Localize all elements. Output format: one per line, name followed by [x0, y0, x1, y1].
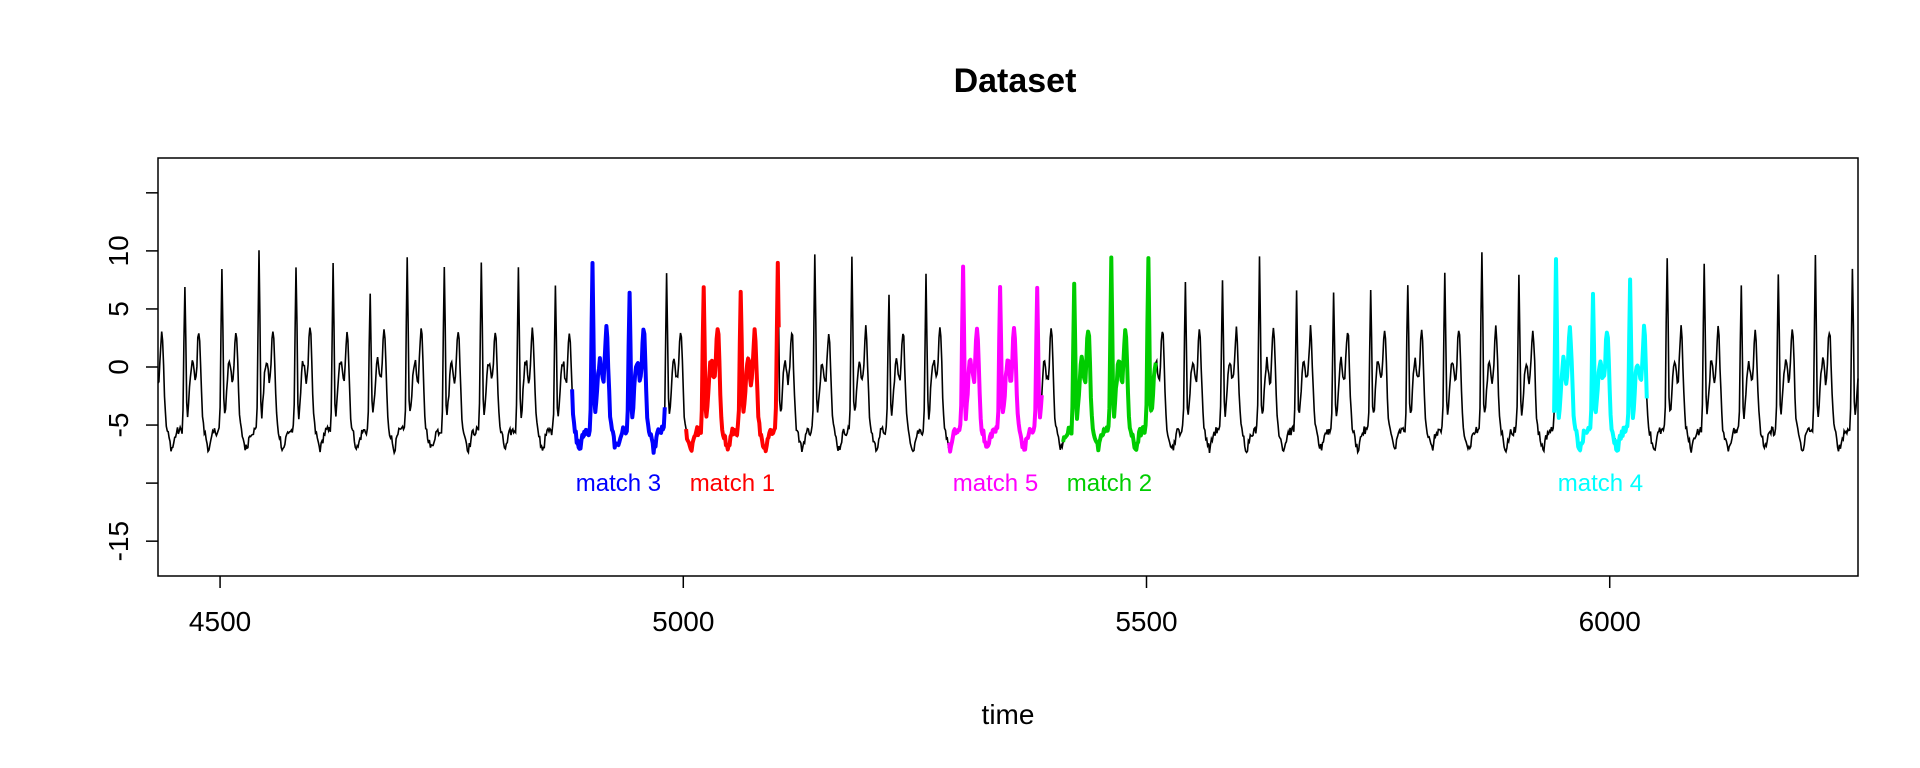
matches: match 3 match 1 match 5 match 2 match 4	[570, 255, 1649, 497]
x-tick-label: 5000	[652, 606, 714, 637]
y-tick-label: 5	[103, 301, 134, 317]
y-tick-label: 10	[103, 235, 134, 266]
y-tick-label: -15	[103, 521, 134, 561]
x-tick-label: 5500	[1115, 606, 1177, 637]
y-tick-label: 0	[103, 359, 134, 375]
match-segment	[684, 260, 781, 454]
x-axis-label: time	[982, 699, 1035, 730]
match-label: match 5	[953, 470, 1038, 497]
match-segment	[1061, 255, 1158, 453]
match-label: match 1	[690, 470, 775, 497]
match-segment	[947, 264, 1044, 454]
x-axis: 4500 5000 5500 6000	[189, 576, 1641, 637]
x-tick-label: 6000	[1579, 606, 1641, 637]
chart-title: Dataset	[954, 62, 1077, 100]
series-line	[157, 250, 1859, 456]
y-tick-label: -5	[103, 413, 134, 438]
match-segment	[1552, 257, 1649, 453]
time-series	[157, 250, 1859, 456]
match-label: match 2	[1067, 470, 1152, 497]
y-axis: -15 -5 0 5 10	[103, 192, 158, 561]
x-tick-label: 4500	[189, 606, 251, 637]
match-label: match 4	[1558, 470, 1643, 497]
match-label: match 3	[576, 470, 661, 497]
match-segment	[570, 261, 667, 455]
